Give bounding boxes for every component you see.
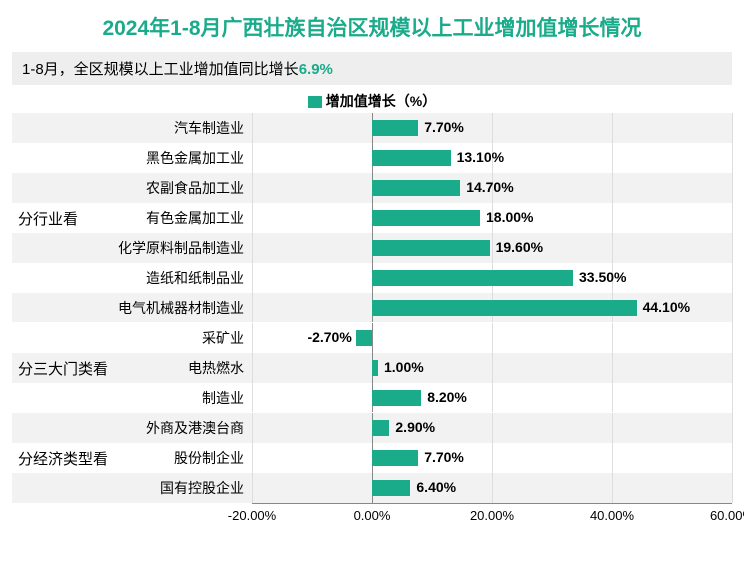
bar-cell: 13.10% — [252, 143, 732, 173]
bar-cell: 6.40% — [252, 473, 732, 503]
bar — [356, 330, 372, 346]
category-label: 汽车制造业 — [112, 118, 252, 138]
category-label: 电热燃水 — [112, 358, 252, 378]
category-label: 采矿业 — [112, 328, 252, 348]
x-axis: -20.00%0.00%20.00%40.00%60.00% — [12, 503, 732, 533]
bar — [372, 150, 451, 166]
bar — [372, 480, 410, 496]
legend: 增加值增长（%） — [0, 91, 744, 111]
bar — [372, 390, 421, 406]
bar-value-label: 2.90% — [395, 419, 435, 435]
category-label: 农副食品加工业 — [112, 178, 252, 198]
category-label: 外商及港澳台商 — [112, 418, 252, 438]
group-label: 分三大门类看 — [12, 323, 112, 413]
chart-row: 股份制企业 7.70% — [12, 443, 732, 473]
bar-value-label: 1.00% — [384, 359, 424, 375]
legend-marker — [308, 96, 322, 108]
category-label: 造纸和纸制品业 — [112, 268, 252, 288]
bar-value-label: 7.70% — [424, 119, 464, 135]
category-label: 有色金属加工业 — [112, 208, 252, 228]
chart-row: 采矿业 -2.70% — [12, 323, 732, 353]
legend-label: 增加值增长（%） — [326, 93, 436, 109]
chart-row: 制造业 8.20% — [12, 383, 732, 413]
subtitle: 1-8月，全区规模以上工业增加值同比增长6.9% — [12, 52, 732, 85]
chart-title: 2024年1-8月广西壮族自治区规模以上工业增加值增长情况 — [0, 0, 744, 42]
subtitle-value: 6.9% — [299, 61, 333, 78]
chart-row: 造纸和纸制品业 33.50% — [12, 263, 732, 293]
bar — [372, 270, 573, 286]
bar — [372, 300, 637, 316]
bar-value-label: 18.00% — [486, 209, 533, 225]
bar-cell: 2.90% — [252, 413, 732, 443]
bar-cell: 14.70% — [252, 173, 732, 203]
bar — [372, 420, 389, 436]
bar-value-label: 44.10% — [643, 299, 690, 315]
bar-value-label: 33.50% — [579, 269, 626, 285]
category-label: 制造业 — [112, 388, 252, 408]
bar-value-label: 7.70% — [424, 449, 464, 465]
chart-row: 电热燃水 1.00% — [12, 353, 732, 383]
bar-cell: 7.70% — [252, 113, 732, 143]
bar-value-label: 8.20% — [427, 389, 467, 405]
chart-row: 国有控股企业 6.40% — [12, 473, 732, 503]
bar-value-label: 14.70% — [466, 179, 513, 195]
bar — [372, 360, 378, 376]
category-label: 股份制企业 — [112, 448, 252, 468]
x-tick-label: 20.00% — [470, 508, 514, 523]
bar-cell: 18.00% — [252, 203, 732, 233]
chart-row: 黑色金属加工业 13.10% — [12, 143, 732, 173]
bar-cell: 8.20% — [252, 383, 732, 413]
chart-row: 汽车制造业 7.70% — [12, 113, 732, 143]
bar-cell: 44.10% — [252, 293, 732, 323]
bar-value-label: 19.60% — [496, 239, 543, 255]
bar — [372, 210, 480, 226]
x-tick-label: 0.00% — [354, 508, 391, 523]
bar-cell: 19.60% — [252, 233, 732, 263]
chart-row: 电气机械器材制造业 44.10% — [12, 293, 732, 323]
category-label: 化学原料制品制造业 — [112, 238, 252, 258]
bar-value-label: 13.10% — [457, 149, 504, 165]
bar — [372, 120, 418, 136]
bar-cell: -2.70% — [252, 323, 732, 353]
group-label: 分经济类型看 — [12, 413, 112, 503]
category-label: 国有控股企业 — [112, 478, 252, 498]
bar — [372, 180, 460, 196]
x-tick-label: 60.00% — [710, 508, 744, 523]
chart-plot-area: 汽车制造业 7.70% 黑色金属加工业 13.10% 农副食品加工业 14.70% 有色金属… — [12, 113, 732, 503]
group-label: 分行业看 — [12, 113, 112, 323]
bar-cell: 33.50% — [252, 263, 732, 293]
category-label: 黑色金属加工业 — [112, 148, 252, 168]
chart-row: 农副食品加工业 14.70% — [12, 173, 732, 203]
bar-cell: 7.70% — [252, 443, 732, 473]
x-tick-label: -20.00% — [228, 508, 276, 523]
bar-value-label: -2.70% — [296, 329, 352, 345]
category-label: 电气机械器材制造业 — [112, 298, 252, 318]
bar — [372, 240, 490, 256]
bar — [372, 450, 418, 466]
chart-row: 有色金属加工业 18.00% — [12, 203, 732, 233]
bar-value-label: 6.40% — [416, 479, 456, 495]
bar-cell: 1.00% — [252, 353, 732, 383]
x-tick-label: 40.00% — [590, 508, 634, 523]
chart-row: 化学原料制品制造业 19.60% — [12, 233, 732, 263]
chart-row: 外商及港澳台商 2.90% — [12, 413, 732, 443]
